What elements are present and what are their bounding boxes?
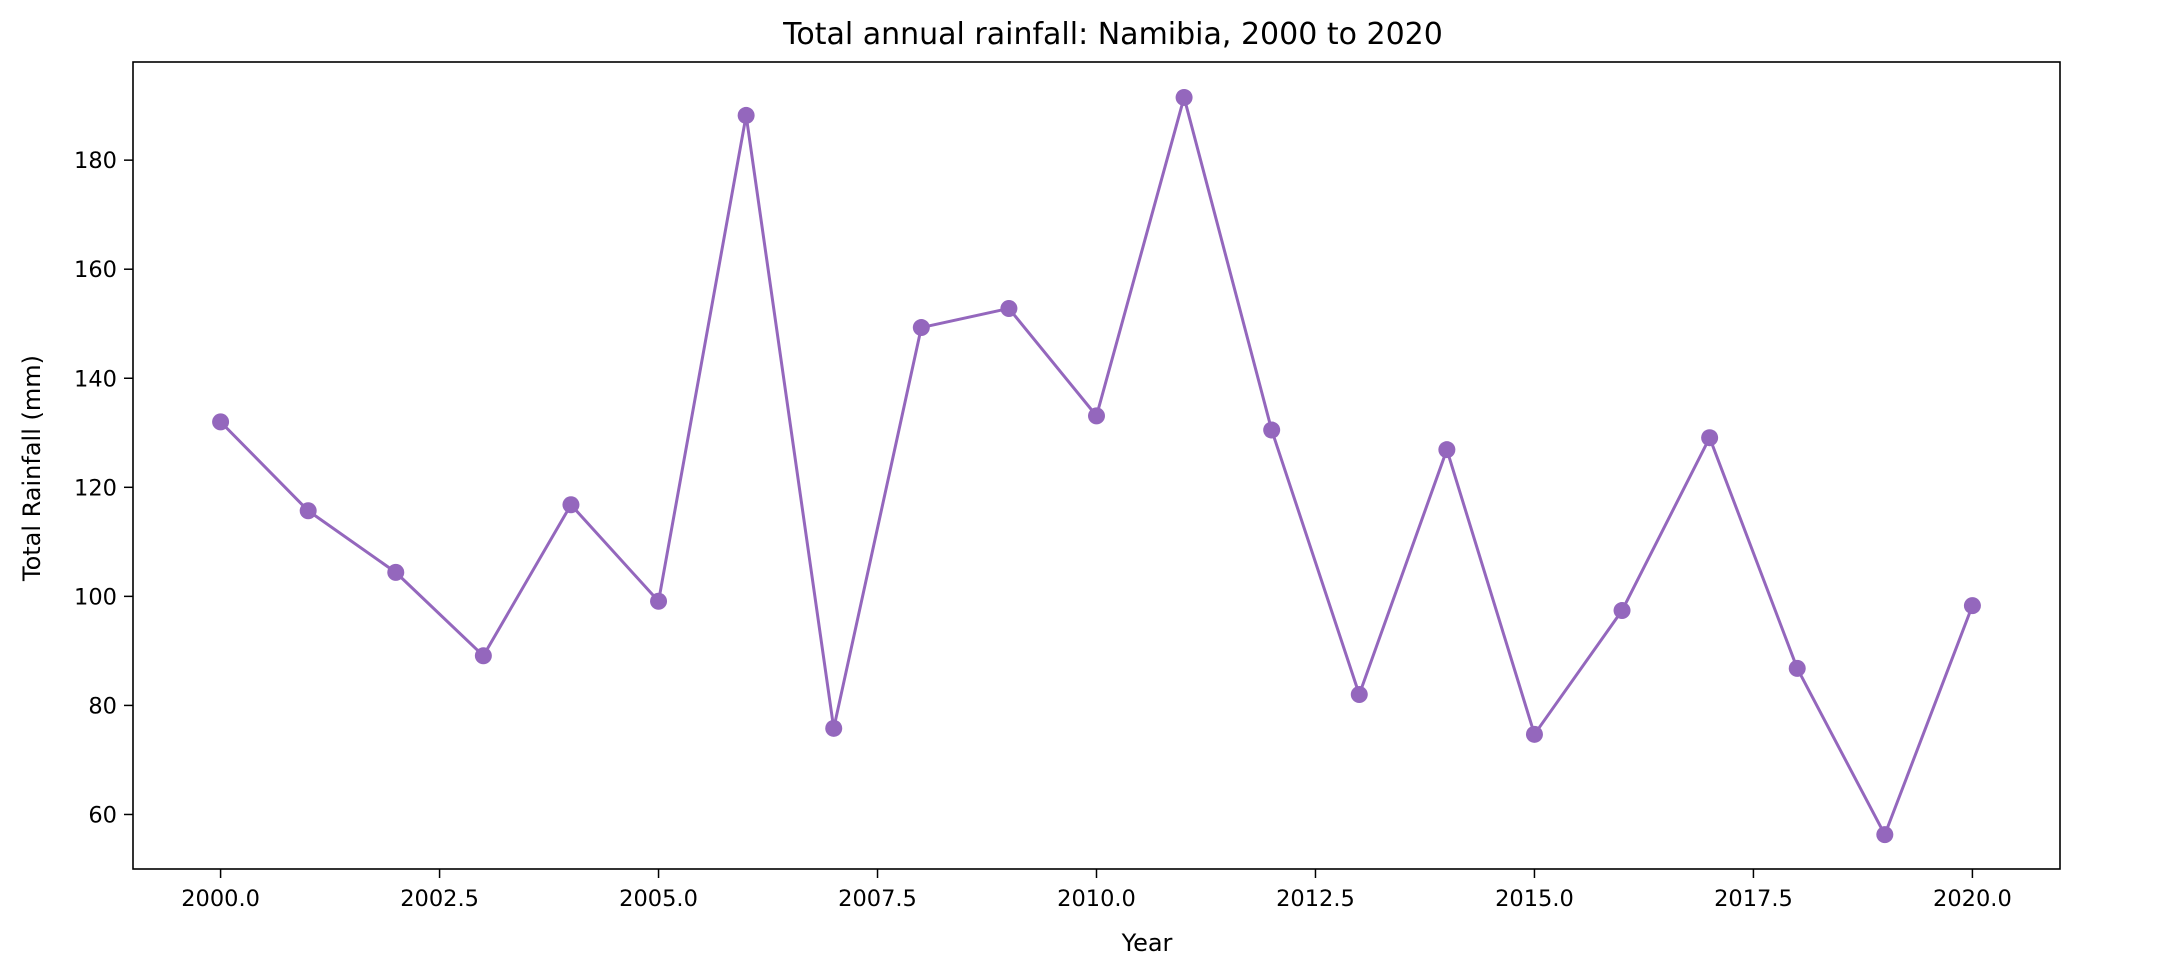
- x-tick-label: 2015.0: [1495, 886, 1574, 912]
- y-tick-label: 80: [88, 693, 117, 719]
- chart-title: Total annual rainfall: Namibia, 2000 to …: [782, 17, 1443, 52]
- y-tick-label: 60: [88, 802, 117, 828]
- data-point: [387, 563, 405, 581]
- y-tick-label: 180: [74, 148, 117, 174]
- series-line: [219, 95, 1974, 837]
- x-tick-label: 2005.0: [619, 886, 698, 912]
- data-point: [1788, 659, 1806, 677]
- data-point: [1963, 597, 1981, 615]
- y-tick-label: 120: [74, 475, 117, 501]
- data-point: [1438, 441, 1456, 459]
- y-tick-label: 100: [74, 584, 117, 610]
- data-point: [825, 719, 843, 737]
- data-point: [1263, 421, 1281, 439]
- data-point: [1876, 826, 1894, 844]
- x-axis: 2000.0 2002.5 2005.0 2007.5 2010.0 2012.5 2015…: [181, 869, 2012, 912]
- y-axis: 60 80 100 120 140 160 180: [74, 148, 133, 828]
- data-point: [1088, 407, 1105, 425]
- data-point: [912, 319, 930, 337]
- x-tick-label: 2010.0: [1057, 886, 1136, 912]
- y-axis-label: Total Rainfall (mm): [18, 355, 46, 582]
- y-tick-label: 140: [74, 366, 117, 392]
- data-point: [1701, 429, 1719, 447]
- plot-area: [212, 88, 1981, 844]
- data-point: [1525, 725, 1543, 743]
- y-tick-label: 160: [74, 257, 117, 283]
- data-point: [474, 647, 492, 665]
- data-point: [1175, 88, 1193, 106]
- data-point: [1000, 299, 1018, 317]
- data-point: [1613, 602, 1631, 620]
- data-point: [299, 502, 317, 520]
- x-tick-label: 2012.5: [1276, 886, 1355, 912]
- data-point: [1350, 686, 1368, 704]
- x-tick-label: 2017.5: [1714, 886, 1793, 912]
- data-point: [212, 413, 230, 431]
- data-point: [650, 592, 668, 610]
- x-axis-label: Year: [1121, 929, 1173, 957]
- x-tick-label: 2020.0: [1933, 886, 2012, 912]
- x-tick-label: 2000.0: [181, 886, 260, 912]
- data-point: [562, 496, 580, 514]
- x-tick-label: 2002.5: [400, 886, 479, 912]
- plot-frame: [132, 61, 2061, 870]
- data-point: [737, 106, 755, 124]
- x-tick-label: 2007.5: [838, 886, 917, 912]
